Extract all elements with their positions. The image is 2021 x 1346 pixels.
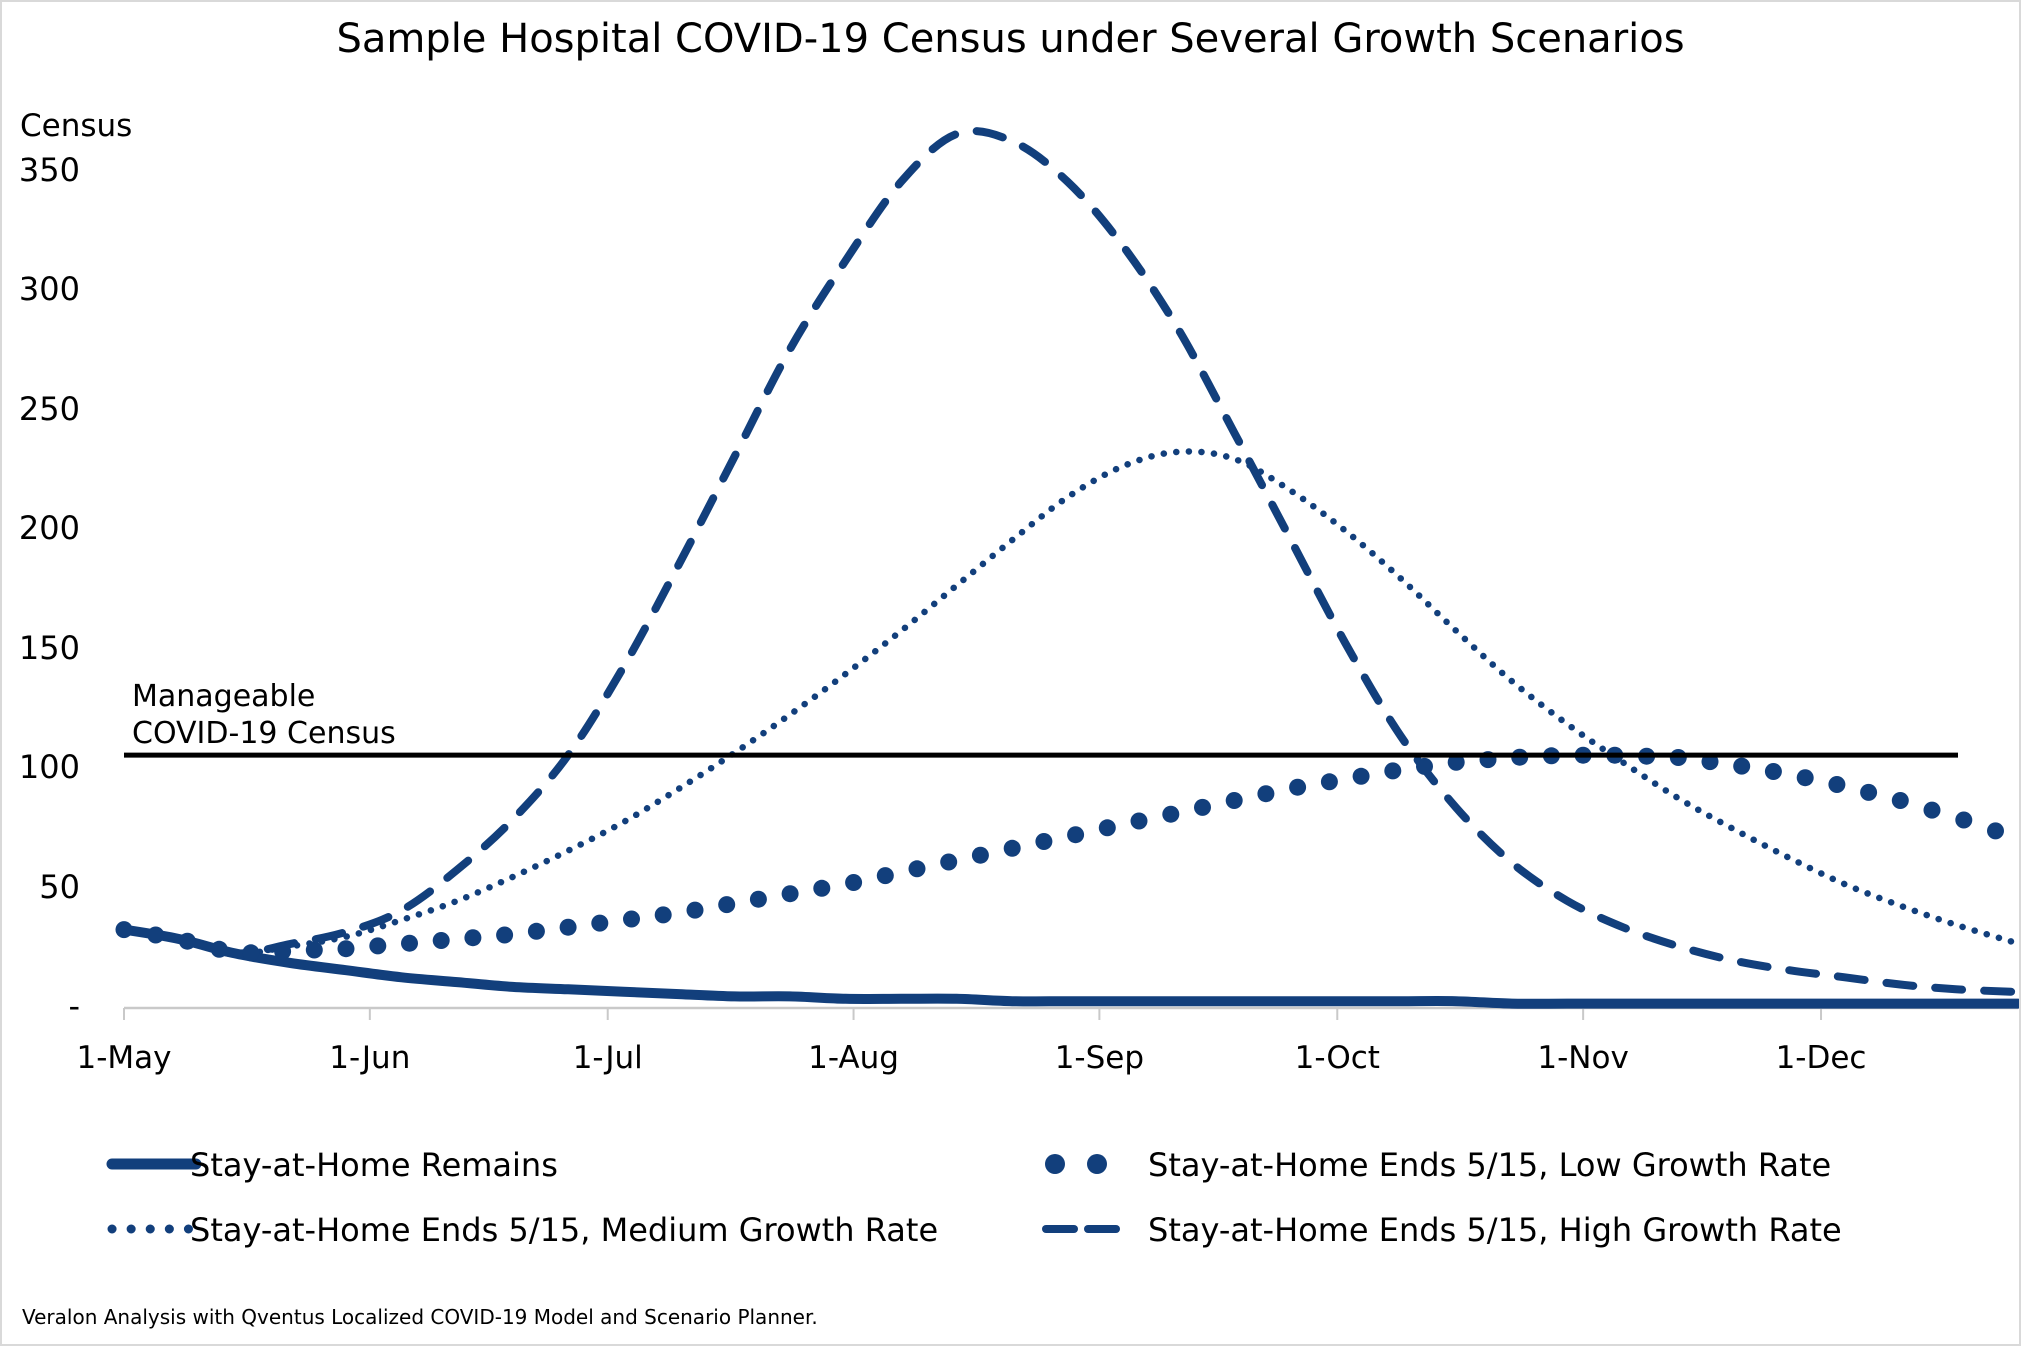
low-growth-dot <box>432 932 450 949</box>
low-growth-dot <box>1860 783 1878 801</box>
low-growth-dot <box>876 867 894 885</box>
low-growth-dot <box>1796 769 1814 787</box>
low-growth-dot <box>337 940 355 958</box>
low-growth-dot <box>1003 839 1021 857</box>
reference-line-label: Manageable COVID-19 Census <box>132 678 396 752</box>
y-tick-label-200: 200 <box>18 509 80 548</box>
x-tick-label-1-Aug: 1-Aug <box>808 1040 899 1076</box>
low-growth-dot <box>210 940 228 958</box>
low-growth-dot <box>1955 811 1973 829</box>
low-growth-dot <box>496 926 514 944</box>
low-growth-dot <box>1733 757 1751 775</box>
low-growth-dot <box>1764 763 1782 780</box>
legend-swatch-dashed <box>1042 1225 1120 1233</box>
y-tick-label-50: 50 <box>39 867 80 906</box>
low-growth-dot <box>749 890 767 908</box>
x-tick-label-1-Dec: 1-Dec <box>1775 1040 1867 1076</box>
low-growth-dot <box>147 926 165 944</box>
series-stay-at-home-remains-solid <box>119 924 2019 1009</box>
low-growth-dot <box>1352 767 1370 785</box>
legend-label-stay-at-home-remains: Stay-at-Home Remains <box>190 1146 558 1184</box>
legend-label-high-growth: Stay-at-Home Ends 5/15, High Growth Rate <box>1148 1211 1842 1249</box>
source-footnote: Veralon Analysis with Qventus Localized … <box>22 1305 818 1329</box>
x-tick-label-1-Oct: 1-Oct <box>1294 1040 1380 1076</box>
low-growth-dot <box>1225 792 1243 809</box>
y-tick-label-300: 300 <box>18 270 80 309</box>
low-growth-dot <box>369 937 387 955</box>
legend-label-low-growth: Stay-at-Home Ends 5/15, Low Growth Rate <box>1148 1146 1832 1184</box>
legend-swatch-round-dots <box>1045 1154 1107 1174</box>
low-growth-dot <box>1067 826 1085 844</box>
low-growth-dot <box>908 860 926 878</box>
y-tick-label-350: 350 <box>18 150 80 189</box>
low-growth-dot <box>1035 833 1053 850</box>
low-growth-dot <box>1384 762 1402 780</box>
low-growth-dot <box>401 934 418 952</box>
low-growth-dot <box>1130 812 1148 830</box>
low-growth-dot <box>1447 753 1465 771</box>
low-growth-dot <box>686 901 704 919</box>
low-growth-dot <box>274 942 292 960</box>
x-tick-label-1-Jun: 1-Jun <box>329 1040 411 1076</box>
x-tick-label-1-Sep: 1-Sep <box>1054 1040 1145 1076</box>
x-tick-label-1-May: 1-May <box>76 1040 172 1076</box>
low-growth-dot <box>464 929 482 947</box>
low-growth-dot <box>591 914 609 932</box>
low-growth-dot <box>718 896 736 914</box>
low-growth-dot <box>940 853 958 871</box>
legend-label-medium-growth: Stay-at-Home Ends 5/15, Medium Growth Ra… <box>190 1211 939 1249</box>
low-growth-dot <box>1987 822 2004 840</box>
low-growth-dot <box>1828 776 1846 793</box>
low-growth-dot <box>1162 805 1180 823</box>
low-growth-dot <box>1257 785 1275 803</box>
series-low-growth-dots <box>115 746 2004 962</box>
legend-swatch-fine-dotted <box>107 1224 201 1234</box>
y-tick-label-100: 100 <box>18 748 80 787</box>
low-growth-dot <box>623 910 640 928</box>
low-growth-dot <box>971 846 989 864</box>
low-growth-dot <box>527 922 545 940</box>
series-medium-growth-dotted <box>120 448 2015 957</box>
low-growth-dot <box>115 921 133 939</box>
y-tick-label--: - <box>68 987 80 1025</box>
y-tick-label-150: 150 <box>18 628 80 667</box>
low-growth-dot <box>305 941 323 959</box>
low-growth-dot <box>1289 778 1307 796</box>
low-growth-dot <box>845 874 863 891</box>
low-growth-dot <box>1891 792 1909 809</box>
x-tick-label-1-Nov: 1-Nov <box>1537 1040 1629 1076</box>
low-growth-dot <box>559 918 577 936</box>
reference-line-label-line1: Manageable <box>132 679 316 714</box>
x-axis-ticks <box>123 1008 1823 1020</box>
series-high-growth-dashed <box>120 127 2016 996</box>
low-growth-dot <box>654 906 672 924</box>
low-growth-dot <box>1320 773 1338 791</box>
low-growth-dot <box>1416 757 1433 775</box>
low-growth-dot <box>178 932 196 950</box>
low-growth-dot <box>242 944 260 962</box>
low-growth-dot <box>1098 819 1116 837</box>
low-growth-dot <box>781 885 799 903</box>
legend-swatch-solid-line <box>106 1158 202 1170</box>
low-growth-dot <box>1194 798 1211 816</box>
x-tick-label-1-Jul: 1-Jul <box>572 1040 643 1076</box>
y-axis-title: Census <box>20 108 133 144</box>
low-growth-dot <box>1923 801 1941 819</box>
low-growth-dot <box>813 879 831 897</box>
reference-line-label-line2: COVID-19 Census <box>132 716 396 751</box>
chart-title: Sample Hospital COVID-19 Census under Se… <box>336 16 1685 62</box>
y-tick-label-250: 250 <box>18 389 80 428</box>
